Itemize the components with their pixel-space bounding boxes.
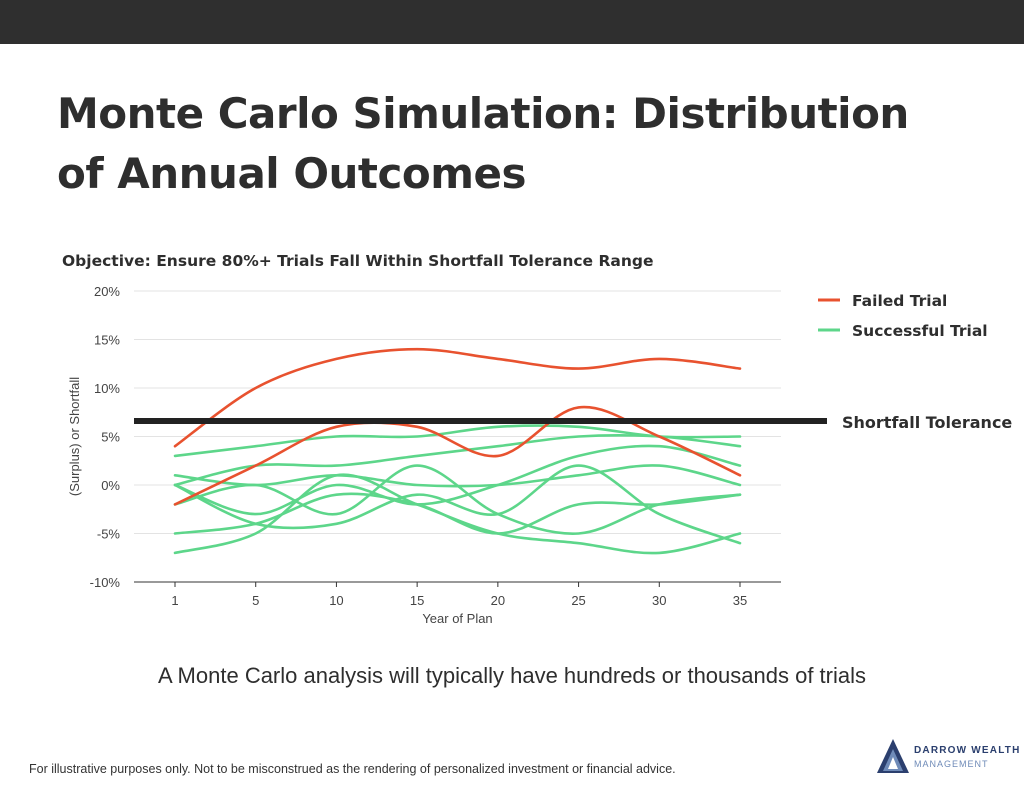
legend-label: Successful Trial <box>852 322 988 340</box>
y-tick-label: 20% <box>94 284 120 299</box>
slide-title-line-2: of Annual Outcomes <box>57 149 527 198</box>
x-tick-label: 25 <box>571 593 585 608</box>
y-tick-label: 5% <box>101 430 120 445</box>
company-logo: DARROW WEALTH MANAGEMENT <box>876 737 1019 777</box>
mountain-triangle-icon <box>877 739 909 773</box>
caption: A Monte Carlo analysis will typically ha… <box>157 663 867 688</box>
successful-trial-line <box>173 464 742 488</box>
failed-trial-line <box>173 347 742 448</box>
failed-trial-line <box>173 405 742 506</box>
x-tick-label: 30 <box>652 593 666 608</box>
x-tick-label: 5 <box>252 593 259 608</box>
y-tick-label: 15% <box>94 333 120 348</box>
logo-name: DARROW WEALTH <box>914 745 1021 756</box>
x-tick-label: 15 <box>410 593 424 608</box>
y-tick-label: 10% <box>94 381 120 396</box>
x-tick-label: 35 <box>733 593 747 608</box>
legend-label: Failed Trial <box>852 292 947 310</box>
y-tick-label: -10% <box>90 575 121 590</box>
top-bar <box>0 0 1024 44</box>
chart-title: Objective: Ensure 80%+ Trials Fall Withi… <box>62 252 654 270</box>
x-tick-label: 10 <box>329 593 343 608</box>
x-tick-label: 20 <box>491 593 505 608</box>
y-tick-label: 0% <box>101 478 120 493</box>
disclaimer: For illustrative purposes only. Not to b… <box>29 762 676 776</box>
slide-title-line-1: Monte Carlo Simulation: Distribution <box>57 89 909 138</box>
successful-trial-line <box>173 444 742 516</box>
y-axis-title: (Surplus) or Shortfall <box>67 377 82 496</box>
y-tick-label: -5% <box>97 527 121 542</box>
logo-subtitle: MANAGEMENT <box>914 759 989 769</box>
slide-title: Monte Carlo Simulation: Distribution of … <box>57 84 957 204</box>
successful-trial-line <box>173 473 742 555</box>
x-axis-title: Year of Plan <box>422 611 492 626</box>
shortfall-tolerance-label: Shortfall Tolerance <box>842 413 1012 432</box>
x-tick-label: 1 <box>171 593 178 608</box>
successful-trial-line <box>173 434 742 487</box>
